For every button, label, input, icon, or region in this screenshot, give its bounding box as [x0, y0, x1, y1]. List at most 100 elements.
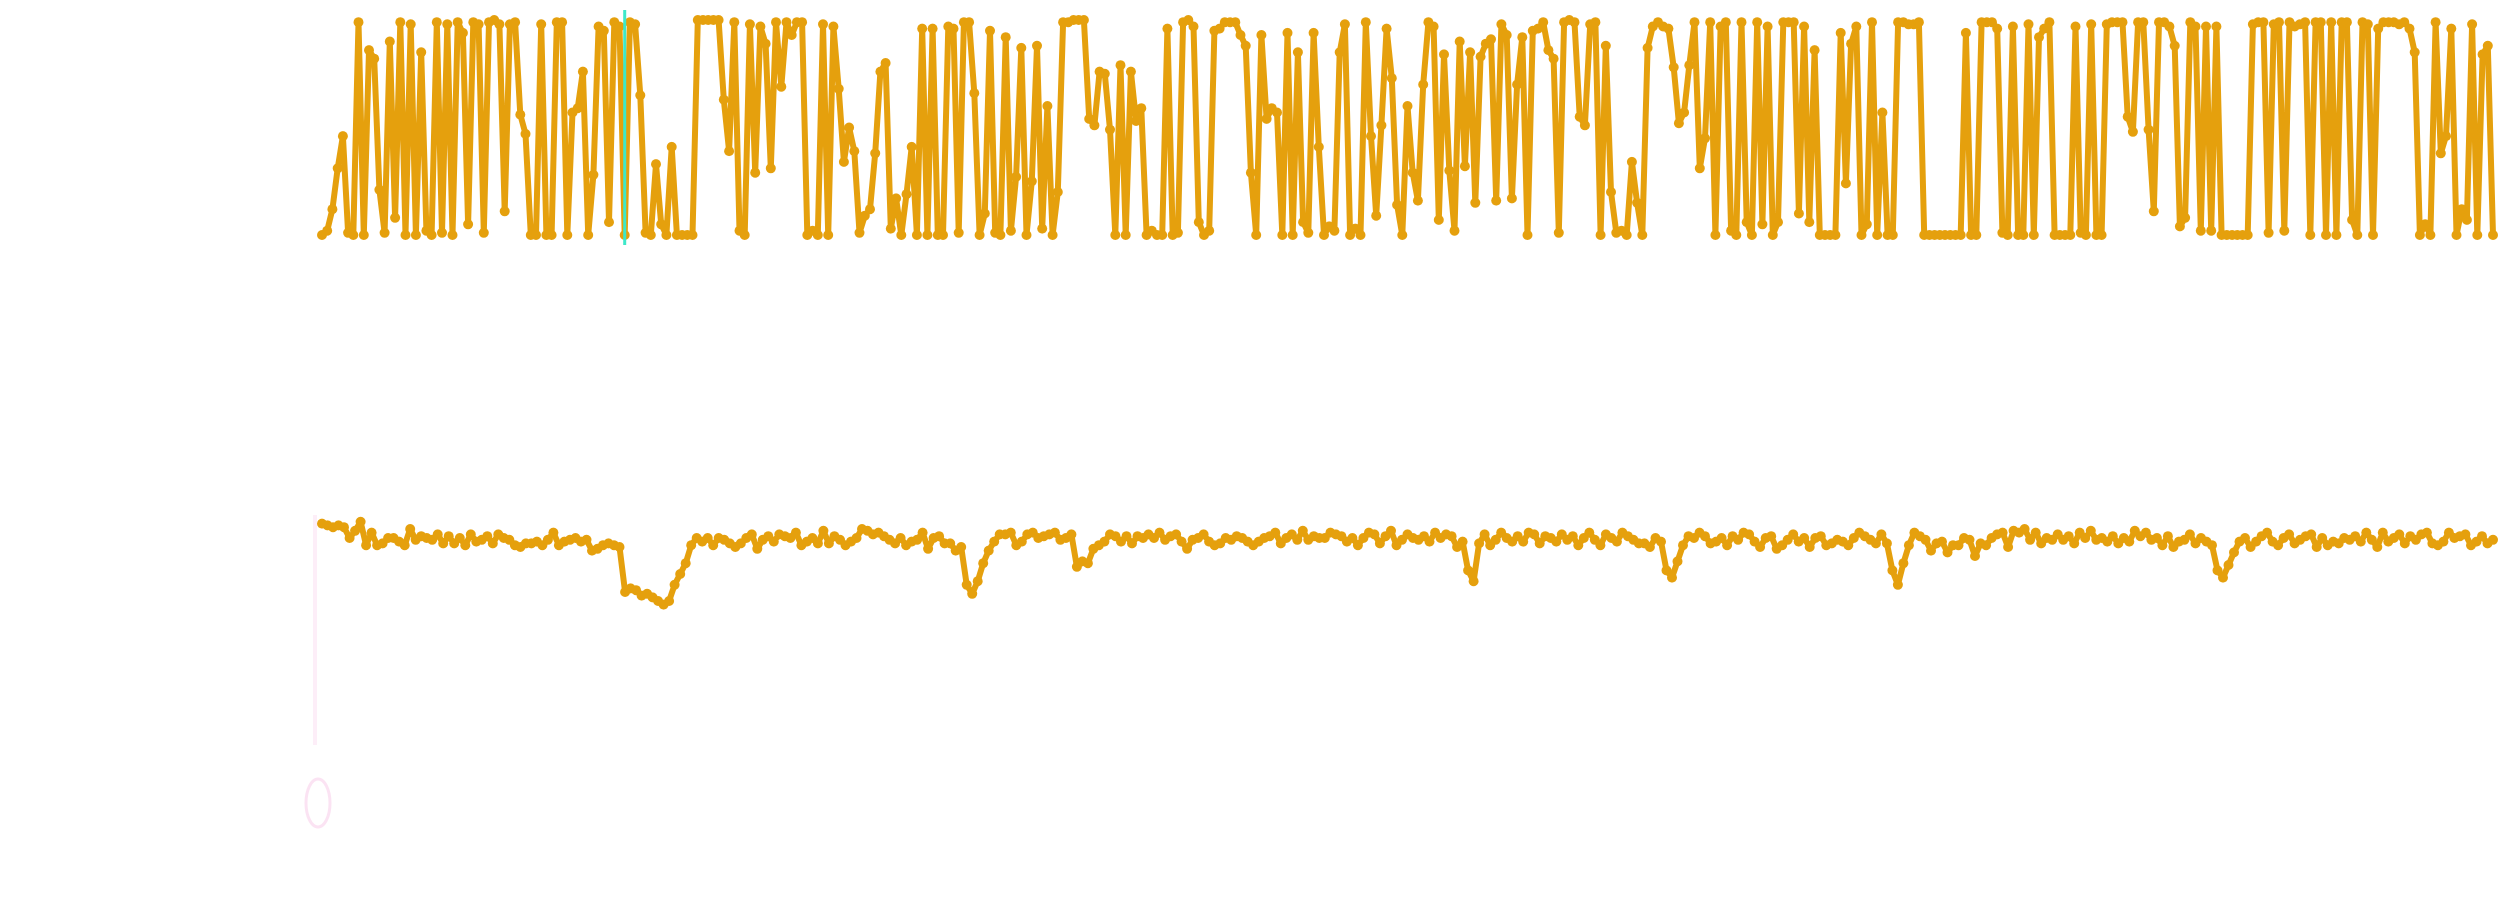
data-point[interactable] [1374, 538, 1385, 549]
data-point[interactable] [2300, 17, 2311, 28]
data-point[interactable] [2321, 230, 2331, 240]
data-point[interactable] [1543, 45, 1554, 56]
data-point[interactable] [1172, 227, 1183, 238]
data-point[interactable] [1021, 230, 1032, 240]
data-point[interactable] [2461, 214, 2472, 225]
data-point[interactable] [1470, 197, 1481, 208]
data-point[interactable] [1626, 156, 1637, 167]
data-point[interactable] [1125, 66, 1136, 77]
data-point[interactable] [1992, 23, 2003, 34]
data-point[interactable] [487, 538, 498, 549]
data-point[interactable] [322, 225, 333, 236]
data-point[interactable] [1981, 540, 1992, 551]
data-point[interactable] [1799, 21, 1810, 32]
data-point[interactable] [1251, 230, 1262, 240]
data-point[interactable] [442, 19, 453, 30]
data-point[interactable] [2184, 529, 2195, 540]
data-point[interactable] [337, 131, 348, 142]
data-point[interactable] [1313, 141, 1324, 152]
data-point[interactable] [1360, 17, 1371, 28]
data-point[interactable] [865, 204, 875, 215]
data-point[interactable] [1926, 545, 1936, 556]
data-point[interactable] [1049, 527, 1060, 538]
data-point[interactable] [2482, 40, 2493, 51]
data-point[interactable] [2377, 527, 2388, 538]
data-point[interactable] [989, 536, 1000, 547]
data-point[interactable] [536, 19, 547, 30]
data-point[interactable] [432, 529, 443, 540]
data-point[interactable] [384, 36, 395, 47]
data-point[interactable] [437, 227, 447, 238]
data-point[interactable] [1971, 230, 1982, 240]
data-point[interactable] [426, 230, 437, 240]
data-point[interactable] [2279, 225, 2290, 236]
data-point[interactable] [2311, 542, 2322, 552]
data-point[interactable] [1752, 17, 1763, 28]
data-point[interactable] [374, 184, 385, 195]
data-point[interactable] [1600, 40, 1611, 51]
data-point[interactable] [1298, 217, 1309, 228]
data-point[interactable] [1235, 30, 1246, 40]
data-point[interactable] [1371, 210, 1382, 221]
data-point[interactable] [1272, 107, 1282, 118]
data-point[interactable] [366, 527, 377, 538]
data-point[interactable] [675, 569, 686, 579]
data-point[interactable] [1329, 225, 1340, 236]
data-point[interactable] [1120, 230, 1131, 240]
data-point[interactable] [510, 17, 521, 28]
data-point[interactable] [577, 66, 588, 77]
data-point[interactable] [2477, 49, 2488, 60]
data-point[interactable] [2362, 19, 2373, 30]
data-point[interactable] [1392, 199, 1403, 210]
data-point[interactable] [771, 17, 781, 28]
data-point[interactable] [1861, 219, 1872, 230]
data-point[interactable] [1204, 225, 1215, 236]
data-point[interactable] [1667, 572, 1677, 583]
data-point[interactable] [1099, 68, 1110, 79]
data-point[interactable] [833, 83, 844, 94]
data-point[interactable] [1913, 17, 1924, 28]
data-point[interactable] [2394, 529, 2405, 540]
data-point[interactable] [1412, 195, 1423, 206]
data-point[interactable] [1835, 27, 1846, 38]
data-point[interactable] [2211, 21, 2222, 32]
data-point[interactable] [2366, 534, 2377, 545]
data-point[interactable] [818, 19, 828, 30]
data-point[interactable] [2472, 230, 2483, 240]
data-point[interactable] [1465, 47, 1476, 58]
data-point[interactable] [1548, 53, 1559, 64]
data-point[interactable] [906, 141, 917, 152]
data-point[interactable] [1162, 23, 1173, 34]
data-point[interactable] [948, 23, 959, 34]
data-point[interactable] [1486, 34, 1496, 45]
data-point[interactable] [1856, 230, 1867, 240]
data-point[interactable] [1457, 536, 1468, 547]
data-point[interactable] [1397, 230, 1408, 240]
data-point[interactable] [786, 30, 797, 40]
data-point[interactable] [2207, 540, 2217, 551]
data-point[interactable] [1903, 540, 1914, 551]
data-point[interactable] [2124, 536, 2135, 547]
data-point[interactable] [2404, 23, 2415, 34]
data-point[interactable] [945, 538, 956, 549]
data-point[interactable] [339, 522, 349, 533]
data-point[interactable] [1042, 101, 1053, 111]
data-point[interactable] [1376, 120, 1387, 131]
data-point[interactable] [2028, 230, 2039, 240]
data-point[interactable] [630, 19, 641, 30]
data-point[interactable] [1439, 49, 1449, 60]
data-point[interactable] [1679, 107, 1690, 118]
data-point[interactable] [651, 159, 661, 170]
data-point[interactable] [2258, 17, 2269, 28]
data-point[interactable] [2315, 17, 2326, 28]
data-point[interactable] [2273, 540, 2284, 551]
data-point[interactable] [2044, 17, 2055, 28]
data-point[interactable] [687, 230, 698, 240]
data-point[interactable] [1245, 167, 1256, 178]
data-point[interactable] [2138, 17, 2149, 28]
data-point[interactable] [1700, 531, 1710, 542]
data-point[interactable] [1997, 527, 2008, 538]
data-point[interactable] [1964, 534, 1975, 545]
data-point[interactable] [557, 17, 568, 28]
data-point[interactable] [1261, 113, 1272, 124]
